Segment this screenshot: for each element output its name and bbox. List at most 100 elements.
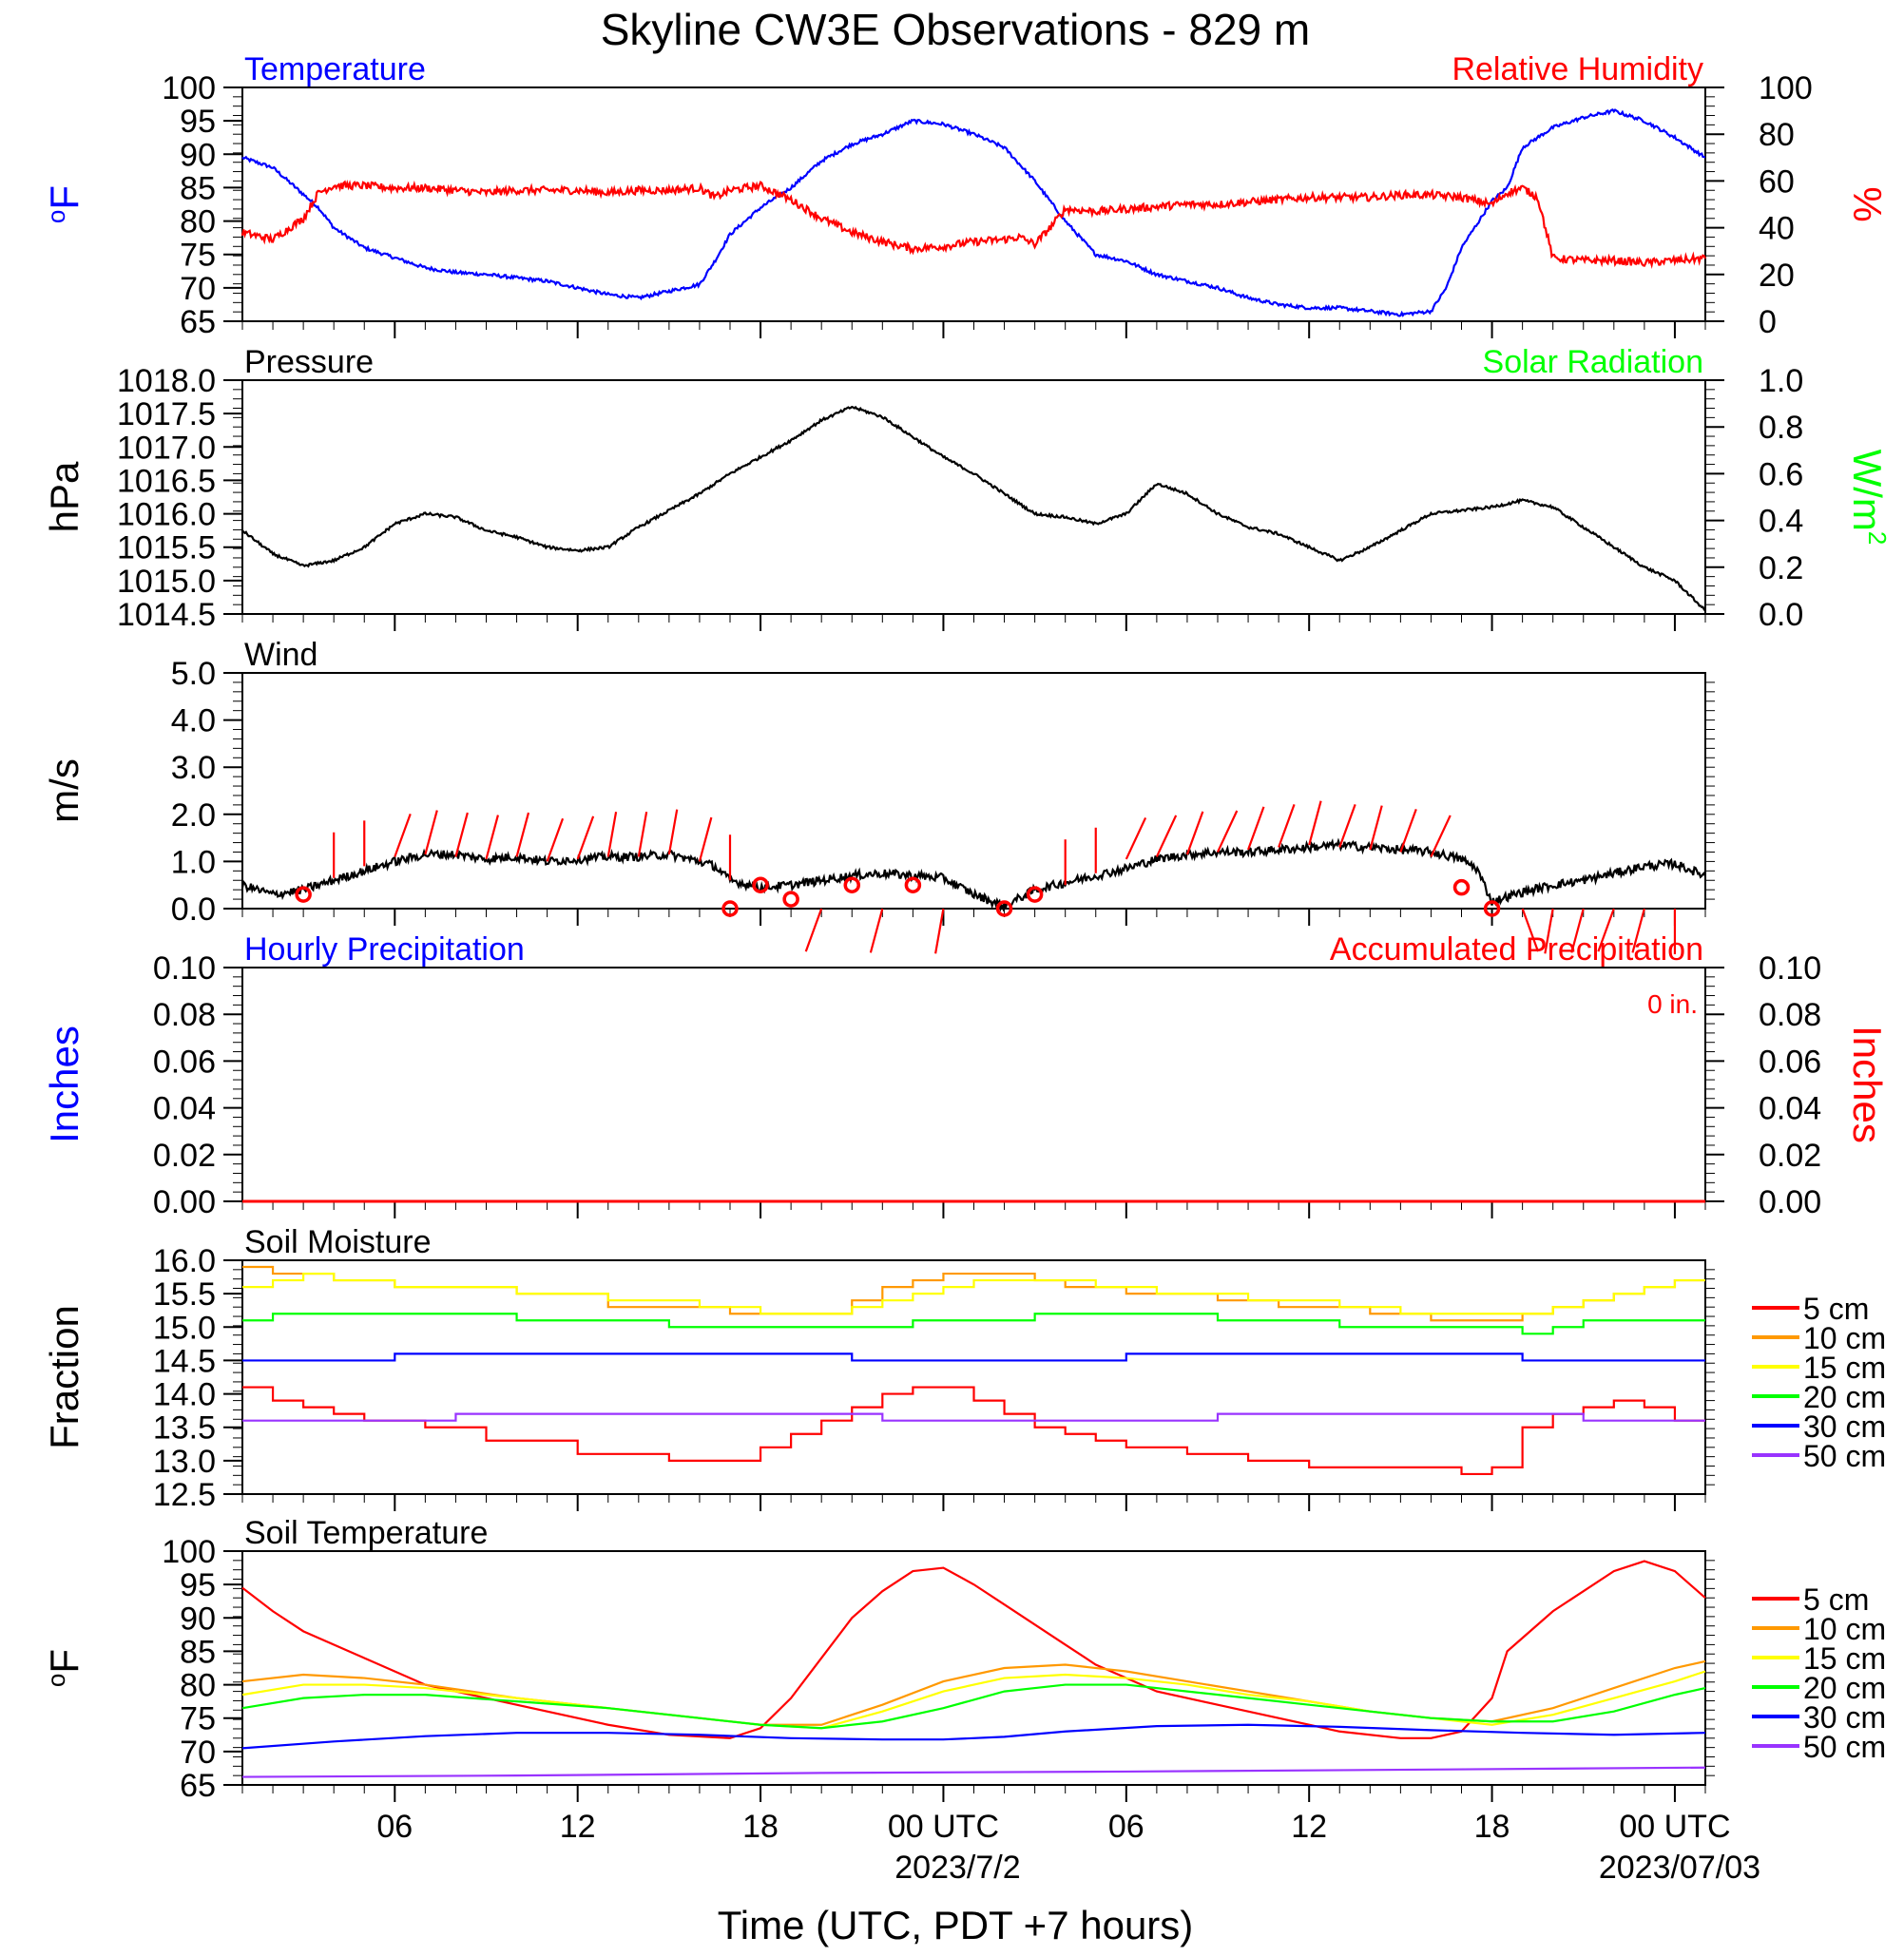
legend-label-30-cm: 30 cm [1803,1409,1886,1444]
x-tick-label: 12 [560,1809,596,1845]
calm-wind-marker [752,876,769,893]
y-tick-label: 0.10 [153,950,216,987]
y-tick-label-right: 0.8 [1759,410,1803,446]
y-tick-label: 0.0 [171,892,216,928]
y-tick-label: 1014.5 [117,597,216,633]
y-tick-label: 80 [180,1668,216,1704]
y-tick-label: 3.0 [171,750,216,786]
y-tick-label: 15.0 [153,1310,216,1346]
wind-barb [1217,810,1239,853]
legend-label-10-cm: 10 cm [1803,1612,1886,1646]
calm-wind-marker [295,886,312,903]
wind-barb [1369,805,1383,851]
y-axis-label-right: Inches [1845,1026,1890,1143]
y-tick-label: 75 [180,238,216,274]
panel-title-right: Relative Humidity [1452,51,1703,87]
y-tick-label: 90 [180,137,216,173]
y-tick-label: 1015.5 [117,530,216,566]
wind-barb [1155,815,1178,857]
y-tick-label: 65 [180,1768,216,1804]
calm-wind-marker [904,876,922,893]
x-tick-label: 00 UTC [1619,1809,1730,1845]
y-axis-label: hPa [42,461,87,532]
panel-title-left: Soil Moisture [244,1224,432,1260]
y-tick-label-right: 0.08 [1759,997,1821,1033]
panels-layer: 65707580859095100020406080100Temperature… [42,51,1892,1804]
plot-frame [241,967,1706,1202]
y-tick-label: 14.5 [153,1343,216,1379]
legend-label-20-cm: 20 cm [1803,1671,1886,1705]
y-tick-label: 1015.0 [117,564,216,600]
y-tick-label: 85 [180,1634,216,1670]
x-date-label: 2023/7/2 [894,1850,1020,1886]
y-tick-label: 2.0 [171,797,216,834]
y-tick-label-right: 40 [1759,211,1795,247]
unit-exponent: 2 [1863,531,1892,545]
time-axis-label: Time (UTC, PDT +7 hours) [718,1903,1194,1947]
x-tick-label: 18 [742,1809,779,1845]
y-axis-label: m/s [42,758,87,823]
y-tick-label: 1018.0 [117,363,216,399]
wind-barb [1247,806,1265,851]
wind-barb [1308,800,1322,846]
x-tick-label: 06 [1108,1809,1144,1845]
wind-barb [1338,804,1356,848]
legend-label-50-cm: 50 cm [1803,1730,1886,1764]
y-tick-label: 13.0 [153,1444,216,1480]
legend-label-10-cm: 10 cm [1803,1321,1886,1355]
plot-frame [241,1259,1706,1495]
calm-wind-marker [1452,878,1471,896]
wind-barb [1399,808,1417,853]
wind-barb [454,812,469,857]
panel-wind: 0.0 1.0 2.0 3.0 4.0 5.0 Wind m/s [42,637,1715,954]
y-axis-label: Fraction [42,1305,87,1449]
y-tick-label-right: 100 [1759,70,1813,106]
series-15-cm [242,1272,1705,1315]
series-20-cm [242,1313,1705,1335]
y-tick-label: 12.5 [153,1477,216,1513]
y-tick-label: 95 [180,1567,216,1603]
y-tick-label-right: 80 [1759,117,1795,153]
y-tick-label: 14.0 [153,1377,216,1413]
x-tick-label: 06 [376,1809,413,1845]
plot-frame [241,379,1706,615]
panel-title-left: Hourly Precipitation [244,931,525,968]
y-tick-label: 16.0 [153,1243,216,1279]
y-tick-label: 65 [180,304,216,340]
y-tick-label: 95 [180,104,216,140]
legend-label-15-cm: 15 cm [1803,1641,1886,1676]
series-30-cm [241,1723,1706,1750]
wind-barb [1597,908,1615,952]
y-tick-label: 5.0 [171,656,216,692]
y-axis-label: oF [42,185,87,223]
legend-label-50-cm: 50 cm [1803,1439,1886,1473]
panel-title-left: Soil Temperature [244,1515,488,1551]
wind-barb [1631,908,1645,953]
x-date-label: 2023/07/03 [1599,1850,1760,1886]
y-tick-label-right: 20 [1759,258,1795,294]
y-axis-label-right: W/m2 [1845,450,1892,546]
x-tick-label: 18 [1474,1809,1510,1845]
y-tick-label-right: 0.6 [1759,456,1803,492]
y-tick-label: 1016.5 [117,463,216,499]
time-axis: 06 12 18 00 UTC 06 12 18 00 UTC 2023/7/2 2023/07/… [376,1809,1760,1886]
wind-barb [869,908,884,953]
y-tick-label-right: 60 [1759,163,1795,200]
calm-wind-marker [995,900,1013,917]
wind-barb [1570,908,1585,953]
y-tick-label: 13.5 [153,1410,216,1447]
legend-label-30-cm: 30 cm [1803,1700,1886,1735]
wind-barb [804,908,823,952]
degree-o: o [42,1674,70,1687]
series-50-cm [242,1412,1705,1422]
panel-title-right: Accumulated Precipitation [1330,931,1703,968]
series-15-cm [241,1670,1706,1730]
series-30-cm [242,1352,1705,1362]
y-tick-label-right: 1.0 [1759,363,1803,399]
series-5-cm [241,1560,1706,1739]
y-tick-label: 0.08 [153,997,216,1033]
y-tick-label: 100 [162,70,216,106]
